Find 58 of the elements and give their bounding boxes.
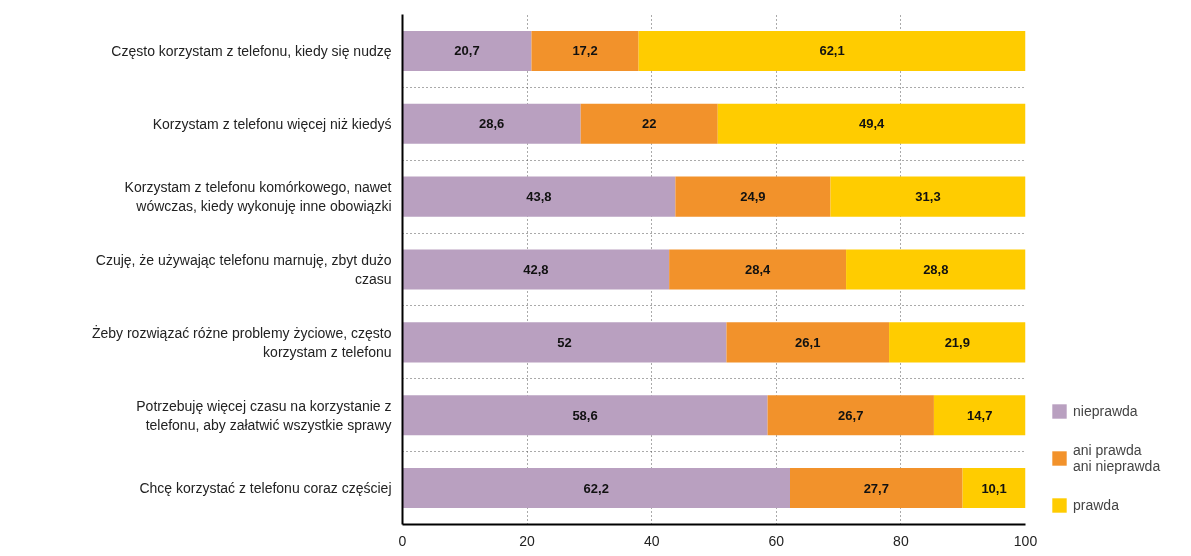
bar (726, 322, 890, 363)
bar (402, 103, 581, 144)
y-tick-label: Chcę korzystać z telefonu coraz częściej (139, 480, 392, 497)
bar (962, 468, 1026, 509)
y-tick-label: Czuję, że używając telefonu marnuję, zbyt dużo czasu (95, 251, 392, 288)
bar (580, 103, 718, 144)
y-tick-label: Żeby rozwiązać różne problemy życiowe, często korzystam z telefonu (91, 323, 392, 360)
data-label: 27,7 (863, 480, 889, 496)
y-tick-label: Korzystam z telefonu komórkowego, nawet wówczas, kiedy wykonuję inne obowiązki (124, 179, 392, 215)
bar (669, 249, 847, 290)
bar (933, 395, 1026, 436)
y-tick-label: Potrzebuję więcej czasu na korzystanie z telefonu, aby załatwić wszystkie sprawy (136, 397, 392, 433)
bar (717, 103, 1026, 144)
x-tick-label: 40 (643, 532, 660, 549)
data-label: 43,8 (526, 189, 552, 205)
data-label: 28,4 (744, 262, 772, 277)
data-label: 17,2 (572, 43, 598, 59)
legend-label: prawda (1073, 497, 1120, 513)
x-tick-label: 60 (768, 532, 785, 549)
data-label: 26,1 (795, 334, 821, 350)
data-label: 62,1 (819, 43, 845, 59)
data-label: 58,6 (572, 407, 598, 423)
bar (402, 468, 791, 509)
bar (402, 322, 727, 363)
data-label: 62,2 (583, 480, 609, 496)
data-label: 10,1 (981, 480, 1007, 496)
legend-label: ani prawda ani nieprawda (1073, 442, 1162, 474)
bar (638, 30, 1026, 71)
bar (675, 176, 831, 217)
bar (402, 176, 676, 217)
data-label: 24,9 (740, 189, 766, 205)
x-tick-label: 80 (893, 532, 909, 549)
data-label: 49,4 (858, 116, 886, 132)
bar (830, 176, 1026, 217)
legend-label: nieprawda (1073, 403, 1139, 419)
x-tick-label: 20 (519, 532, 536, 549)
bar (531, 30, 639, 71)
bar (889, 322, 1026, 363)
data-label: 21,9 (944, 334, 970, 350)
x-tick-label: 0 (398, 532, 407, 549)
bar (846, 249, 1026, 290)
data-label: 26,7 (838, 407, 864, 423)
bar (790, 468, 963, 509)
data-label: 52 (557, 334, 572, 350)
bar (402, 30, 532, 71)
bar (402, 395, 768, 436)
y-tick-label: Często korzystam z telefonu, kiedy się nudzę (111, 42, 392, 59)
data-label: 42,8 (523, 262, 549, 277)
data-label: 31,3 (915, 189, 941, 205)
data-label: 28,6 (478, 116, 505, 132)
bar (402, 249, 670, 290)
data-label: 28,8 (923, 262, 949, 277)
x-tick-label: 100 (1013, 532, 1038, 549)
data-label: 14,7 (967, 407, 993, 423)
bar (767, 395, 934, 436)
data-label: 20,7 (454, 43, 480, 59)
data-label: 22 (641, 116, 657, 132)
y-tick-label: Korzystam z telefonu więcej niż kiedyś (152, 115, 392, 132)
